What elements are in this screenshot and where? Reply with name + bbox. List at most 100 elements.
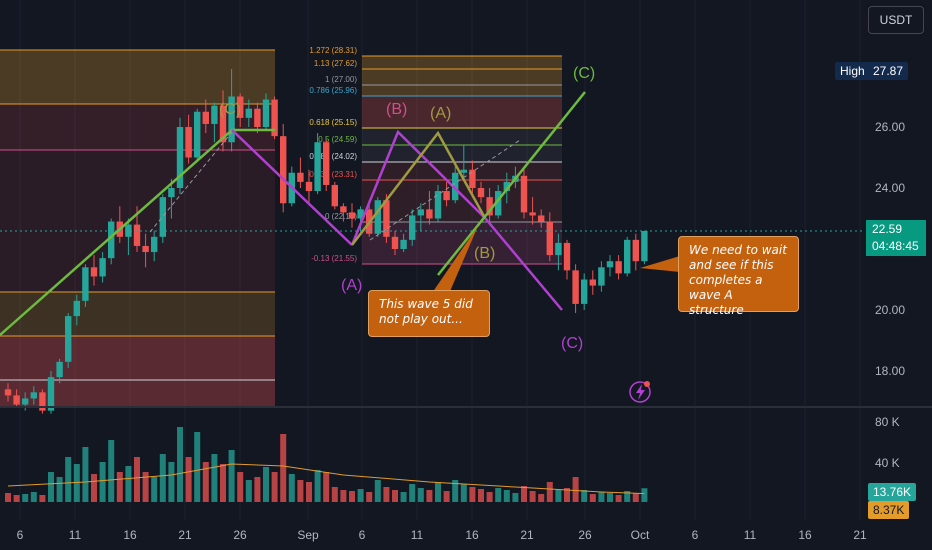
high-label: High — [835, 62, 870, 80]
volume-bar — [237, 472, 244, 502]
candle-body — [99, 258, 106, 277]
trendline-left-dashed — [149, 131, 233, 233]
candle-body — [4, 389, 12, 396]
volume-bar — [383, 487, 390, 502]
callout-right-pointer — [640, 256, 680, 272]
candle-body — [237, 96, 244, 118]
candle-body — [495, 191, 502, 216]
wave-purple-left — [231, 129, 353, 246]
last-price-badge: 22.59 04:48:45 — [866, 220, 926, 256]
volume-bar — [271, 472, 278, 502]
volume-bar — [546, 482, 553, 502]
volume-bar — [254, 477, 261, 502]
volume-bar — [409, 484, 416, 502]
wave-label-c-lower: (C) — [561, 335, 583, 352]
volume-bar — [108, 440, 115, 502]
candle-body — [305, 181, 313, 192]
volume-bar — [564, 488, 570, 502]
volume-bar — [357, 489, 364, 502]
candle-body — [469, 169, 476, 188]
volume-bar — [91, 474, 97, 502]
volume-bar — [503, 490, 510, 502]
last-price-value: 22.59 — [872, 222, 903, 236]
volume-bar — [615, 495, 622, 502]
time-tick-label: Oct — [631, 528, 650, 542]
price-tick-label: 18.00 — [875, 364, 905, 378]
time-tick-label: 6 — [359, 528, 366, 542]
candle-body — [348, 212, 356, 219]
volume-bar — [116, 472, 123, 502]
price-tick-label: 24.00 — [875, 181, 905, 195]
candle-body — [108, 221, 115, 259]
volume-bar — [349, 491, 355, 502]
candle-body — [211, 105, 218, 124]
current-volume-badge: 13.76K — [868, 483, 917, 501]
volume-bar — [263, 467, 269, 502]
volume-bar — [495, 488, 502, 502]
time-tick-label: 21 — [520, 528, 534, 542]
time-axis[interactable]: 6 11 16 21 26 Sep 6 11 16 21 26 Oct 6 11 16 21 — [17, 528, 867, 542]
volume-bar — [280, 434, 287, 502]
fib-zone-left — [0, 49, 275, 406]
candle-body — [133, 224, 141, 246]
candle-body — [245, 108, 252, 118]
price-tick-label: 26.00 — [875, 120, 905, 134]
candle-body — [22, 398, 29, 405]
volume-bar — [443, 491, 450, 502]
candle-body — [331, 184, 338, 207]
callout-left[interactable]: This wave 5 did not play out... — [368, 290, 490, 337]
time-tick-label: 6 — [17, 528, 24, 542]
volume-bar — [39, 495, 46, 502]
candle-body — [262, 99, 270, 127]
volume-bar — [30, 492, 37, 502]
volume-bar — [202, 462, 209, 502]
wave-labels: (C) (C) (A) (B) (A) (B) (C) — [219, 65, 595, 352]
wave-label-c-top: (C) — [573, 65, 595, 82]
candle-body — [297, 172, 304, 182]
candle-body — [228, 96, 235, 143]
volume-bar — [13, 495, 20, 502]
callout-right[interactable]: We need to wait and see if this complete… — [678, 236, 799, 317]
alert-icon[interactable] — [629, 381, 651, 403]
candle-body — [13, 395, 20, 405]
time-tick-label: 26 — [233, 528, 247, 542]
volume-bar — [538, 494, 545, 502]
volume-bar — [56, 477, 63, 502]
candle-body — [598, 267, 605, 286]
wave-label-b-upper: (B) — [386, 101, 407, 118]
volume-bar — [460, 484, 467, 502]
time-tick-label: 16 — [123, 528, 137, 542]
wave-label-a-lower: (A) — [341, 277, 362, 294]
candle-body — [39, 392, 46, 411]
volume-bar — [159, 454, 166, 502]
volume-bar — [529, 491, 536, 502]
time-tick-label: 21 — [178, 528, 192, 542]
volume-bar — [417, 488, 424, 502]
volume-bar — [374, 480, 381, 502]
volume-bar — [151, 477, 158, 502]
volume-bar — [323, 472, 330, 502]
volume-bar — [598, 492, 605, 502]
time-tick-label: 16 — [798, 528, 812, 542]
volume-bar — [185, 457, 192, 502]
candle-body — [280, 136, 287, 204]
candle-body — [529, 212, 536, 216]
candle-body — [477, 188, 485, 198]
volume-bar — [435, 482, 441, 502]
candle-body — [443, 191, 450, 201]
candle-body — [606, 261, 614, 268]
fib-label: -0.13 (21.55) — [311, 254, 357, 263]
candle-body — [383, 200, 390, 237]
fib-label: 0.236 (23.31) — [309, 170, 357, 179]
candle-body — [151, 236, 158, 253]
volume-bar — [641, 488, 648, 502]
fib-label: 0 (22.18) — [325, 212, 357, 221]
currency-button[interactable]: USDT — [868, 6, 924, 34]
volume-ma-badge: 8.37K — [868, 501, 910, 519]
time-tick-label: 6 — [692, 528, 699, 542]
candle-body — [409, 215, 416, 240]
volume-bar — [134, 457, 140, 502]
candle-body — [503, 181, 510, 192]
